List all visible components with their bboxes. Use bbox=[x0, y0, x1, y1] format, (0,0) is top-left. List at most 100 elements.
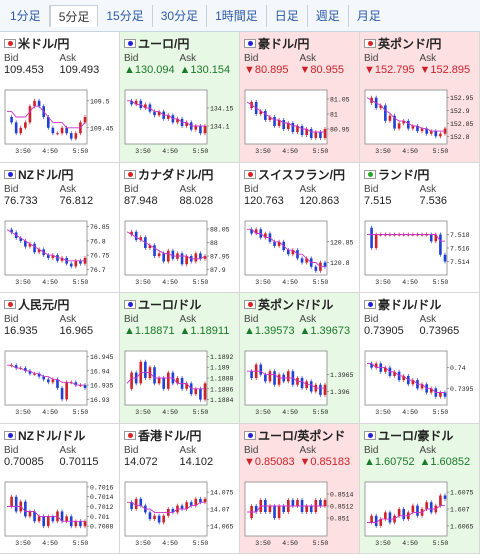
price-chart[interactable]: 88.05 88 87.95 87.9 3:50 4:50 5:50 bbox=[123, 217, 237, 289]
currency-card[interactable]: ユーロ/英ポンド Bid Ask ▼0.85083 ▼0.85183 0.8514 0.85… bbox=[240, 423, 360, 554]
flag-icon bbox=[4, 169, 16, 179]
currency-card[interactable]: 英ポンド/ドル Bid Ask ▲1.39573 ▲1.39673 1.3965 1.396… bbox=[240, 293, 360, 424]
currency-pair-title[interactable]: 豪ドル/ドル bbox=[360, 293, 479, 312]
price-chart[interactable]: 76.85 76.8 76.75 76.7 3:50 4:50 5:50 bbox=[3, 217, 117, 289]
currency-pair-title[interactable]: NZドル/円 bbox=[0, 163, 119, 182]
y-tick-label: 7.514 bbox=[450, 259, 470, 266]
currency-pair-title[interactable]: ランド/円 bbox=[360, 163, 479, 182]
candle-body bbox=[130, 372, 133, 389]
currency-card[interactable]: 香港ドル/円 Bid Ask 14.072 14.102 14.075 14.07 14.06… bbox=[120, 423, 240, 554]
candle-body bbox=[296, 499, 299, 506]
bid-label: Bid bbox=[364, 444, 379, 456]
x-tick-label: 5:50 bbox=[73, 279, 89, 286]
tab-timeframe-5[interactable]: 日足 bbox=[267, 4, 308, 27]
x-tick-label: 4:50 bbox=[42, 540, 58, 547]
tab-timeframe-1[interactable]: 5分足 bbox=[49, 4, 99, 27]
y-tick-label: 1.3965 bbox=[330, 372, 354, 379]
currency-card[interactable]: ランド/円 Bid Ask 7.515 7.536 7.518 7.516 7.514 3:50… bbox=[360, 162, 480, 293]
tab-timeframe-4[interactable]: 1時間足 bbox=[207, 4, 267, 27]
tab-timeframe-2[interactable]: 15分足 bbox=[98, 4, 153, 27]
currency-card[interactable]: 豪ドル/円 Bid Ask ▼80.895 ▼80.955 81.05 81 80.95 3:5… bbox=[240, 32, 360, 163]
candle-body bbox=[180, 505, 184, 509]
price-chart[interactable]: 1.6075 1.607 1.6065 3:50 4:50 5:50 bbox=[363, 478, 477, 550]
candle-body bbox=[402, 508, 406, 519]
currency-pair-title[interactable]: ユーロ/ドル bbox=[120, 293, 239, 312]
candle-body bbox=[69, 263, 73, 266]
currency-card[interactable]: ユーロ/豪ドル Bid Ask ▲1.60752 ▲1.60852 1.6075 1.607… bbox=[360, 423, 480, 554]
x-tick-label: 5:50 bbox=[73, 409, 89, 416]
price-chart[interactable]: 1.3965 1.396 3:50 4:50 5:50 bbox=[243, 347, 357, 419]
y-tick-label: 81 bbox=[330, 112, 338, 119]
currency-card[interactable]: NZドル/円 Bid Ask 76.733 76.812 76.85 76.8 76.75 76… bbox=[0, 162, 120, 293]
bid-value: 87.948 bbox=[124, 194, 158, 207]
moving-average-line bbox=[367, 363, 445, 393]
currency-card[interactable]: 豪ドル/ドル Bid Ask 0.73905 0.73965 0.74 0.7395 3:50… bbox=[360, 293, 480, 424]
currency-pair-title[interactable]: NZドル/ドル bbox=[0, 424, 119, 443]
quote-header: Bid Ask bbox=[360, 443, 479, 456]
y-tick-label: 1.1886 bbox=[210, 386, 234, 393]
currency-pair-title[interactable]: ユーロ/豪ドル bbox=[360, 424, 479, 443]
flag-icon bbox=[364, 430, 376, 440]
currency-pair-title[interactable]: 豪ドル/円 bbox=[240, 32, 359, 51]
currency-pair-title[interactable]: ユーロ/英ポンド bbox=[240, 424, 359, 443]
flag-icon bbox=[124, 300, 136, 309]
tab-timeframe-0[interactable]: 1分足 bbox=[2, 4, 50, 27]
currency-card[interactable]: 英ポンド/円 Bid Ask ▼152.795 ▼152.895 152.95 152.9 1… bbox=[360, 32, 480, 163]
currency-pair-title[interactable]: 人民元/円 bbox=[0, 293, 119, 312]
currency-card[interactable]: カナダドル/円 Bid Ask 87.948 88.028 88.05 88 87.95 87.… bbox=[120, 162, 240, 293]
moving-average-line bbox=[367, 233, 445, 242]
currency-pair-title[interactable]: カナダドル/円 bbox=[120, 163, 239, 182]
y-tick-label: 14.075 bbox=[210, 489, 234, 496]
currency-pair-title[interactable]: 英ポンド/ドル bbox=[240, 293, 359, 312]
price-chart[interactable]: 0.8514 0.8512 0.851 3:50 4:50 5:50 bbox=[243, 478, 357, 550]
currency-pair-title[interactable]: ユーロ/円 bbox=[120, 32, 239, 51]
y-tick-label: 1.6075 bbox=[450, 489, 474, 496]
candle-body bbox=[24, 240, 27, 247]
currency-pair-title[interactable]: 米ドル/円 bbox=[0, 32, 119, 51]
tab-timeframe-7[interactable]: 月足 bbox=[356, 8, 381, 23]
x-tick-label: 3:50 bbox=[255, 540, 271, 547]
currency-card[interactable]: NZドル/ドル Bid Ask 0.70085 0.70115 0.7016 0.7014 0… bbox=[0, 423, 120, 554]
currency-pair-title[interactable]: 英ポンド/円 bbox=[360, 32, 479, 51]
candle-body bbox=[393, 115, 396, 129]
currency-card[interactable]: スイスフラン/円 Bid Ask 120.763 120.863 120.85 120.8 3… bbox=[240, 162, 360, 293]
candle-body bbox=[300, 257, 304, 263]
currency-pair-title[interactable]: スイスフラン/円 bbox=[240, 163, 359, 182]
y-tick-label: 14.07 bbox=[210, 506, 230, 513]
y-tick-label: 134.1 bbox=[210, 124, 230, 131]
price-chart[interactable]: 134.15 134.1 3:50 4:50 5:50 bbox=[123, 86, 237, 158]
price-chart[interactable]: 120.85 120.8 3:50 4:50 5:50 bbox=[243, 217, 357, 289]
y-tick-label: 152.8 bbox=[450, 134, 470, 141]
currency-card[interactable]: 人民元/円 Bid Ask 16.935 16.965 16.945 16.94 16.935… bbox=[0, 293, 120, 424]
price-chart[interactable]: 16.945 16.94 16.935 16.93 3:50 4:50 5:50 bbox=[3, 347, 117, 419]
price-chart[interactable]: 152.95 152.9 152.85 152.8 3:50 4:50 5:50 bbox=[363, 86, 477, 158]
candle-body bbox=[42, 376, 46, 380]
price-chart[interactable]: 81.05 81 80.95 3:50 4:50 5:50 bbox=[243, 86, 357, 158]
currency-card[interactable]: ユーロ/円 Bid Ask ▲130.094 ▲130.154 134.15 134.1 3:… bbox=[120, 32, 240, 163]
candle-body bbox=[254, 505, 258, 512]
candle-body bbox=[259, 111, 263, 114]
tab-timeframe-6[interactable]: 週足 bbox=[308, 4, 349, 27]
price-chart[interactable]: 0.74 0.7395 3:50 4:50 5:50 bbox=[363, 347, 477, 419]
x-tick-label: 4:50 bbox=[282, 148, 298, 155]
moving-average-line bbox=[367, 504, 445, 523]
candle-body bbox=[268, 371, 272, 382]
y-tick-label: 14.065 bbox=[210, 523, 234, 530]
ask-label: Ask bbox=[299, 53, 317, 64]
y-tick-label: 76.7 bbox=[90, 266, 106, 273]
y-tick-label: 0.8514 bbox=[330, 491, 354, 498]
x-tick-label: 5:50 bbox=[313, 409, 329, 416]
price-chart[interactable]: 1.1892 1.189 1.1888 1.1886 1.1884 3:50 4:50 5:5… bbox=[123, 347, 237, 419]
candle-body bbox=[411, 234, 415, 235]
ask-label: Ask bbox=[299, 183, 317, 195]
price-chart[interactable]: 109.5 109.45 3:50 4:50 5:50 bbox=[3, 86, 117, 158]
currency-card[interactable]: 米ドル/円 Bid Ask 109.453 109.493 109.5 109.45 3:50… bbox=[0, 32, 120, 163]
currency-pair-title[interactable]: 香港ドル/円 bbox=[120, 424, 239, 443]
candle-body bbox=[319, 499, 322, 506]
price-chart[interactable]: 7.518 7.516 7.514 3:50 4:50 5:50 bbox=[363, 217, 477, 289]
tab-timeframe-3[interactable]: 30分足 bbox=[153, 4, 208, 27]
currency-card[interactable]: ユーロ/ドル Bid Ask ▲1.18871 ▲1.18911 1.1892 1.189 1… bbox=[120, 293, 240, 424]
price-chart[interactable]: 0.7016 0.7014 0.7012 0.701 0.7008 3:50 4:50 5:5… bbox=[3, 478, 117, 550]
ask-label: Ask bbox=[59, 444, 77, 456]
price-chart[interactable]: 14.075 14.07 14.065 3:50 4:50 5:50 bbox=[123, 478, 237, 550]
